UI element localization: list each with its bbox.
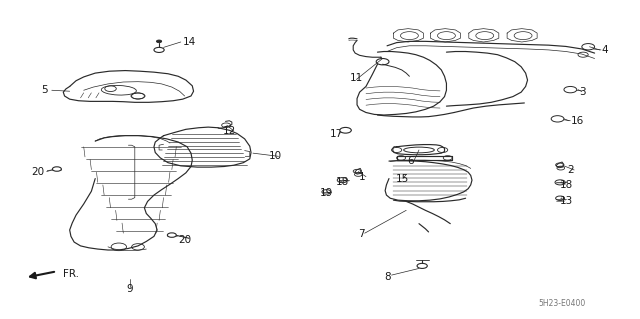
Text: 5H23-E0400: 5H23-E0400 bbox=[538, 299, 586, 308]
Text: 11: 11 bbox=[349, 73, 363, 83]
Text: 12: 12 bbox=[223, 126, 236, 136]
Text: 17: 17 bbox=[330, 129, 344, 139]
Text: 14: 14 bbox=[182, 37, 196, 47]
Text: 20: 20 bbox=[31, 167, 44, 177]
Text: 13: 13 bbox=[560, 196, 573, 206]
Text: 2: 2 bbox=[567, 165, 574, 175]
Text: 8: 8 bbox=[384, 272, 390, 282]
Circle shape bbox=[157, 40, 162, 43]
Text: 5: 5 bbox=[41, 85, 47, 95]
Text: 3: 3 bbox=[579, 86, 586, 97]
Text: 19: 19 bbox=[319, 189, 333, 198]
Text: 15: 15 bbox=[396, 174, 409, 183]
Text: 7: 7 bbox=[358, 229, 365, 239]
Text: 9: 9 bbox=[126, 284, 133, 294]
Text: 4: 4 bbox=[601, 45, 607, 55]
Circle shape bbox=[52, 167, 61, 171]
Text: 16: 16 bbox=[570, 116, 584, 126]
Text: 6: 6 bbox=[407, 156, 413, 166]
Circle shape bbox=[168, 233, 176, 237]
Text: 18: 18 bbox=[335, 177, 349, 187]
Text: 10: 10 bbox=[269, 151, 282, 161]
Circle shape bbox=[340, 127, 351, 133]
Text: FR.: FR. bbox=[63, 270, 79, 279]
Text: 1: 1 bbox=[358, 172, 365, 182]
Text: 18: 18 bbox=[560, 180, 573, 190]
Text: 20: 20 bbox=[178, 234, 191, 245]
